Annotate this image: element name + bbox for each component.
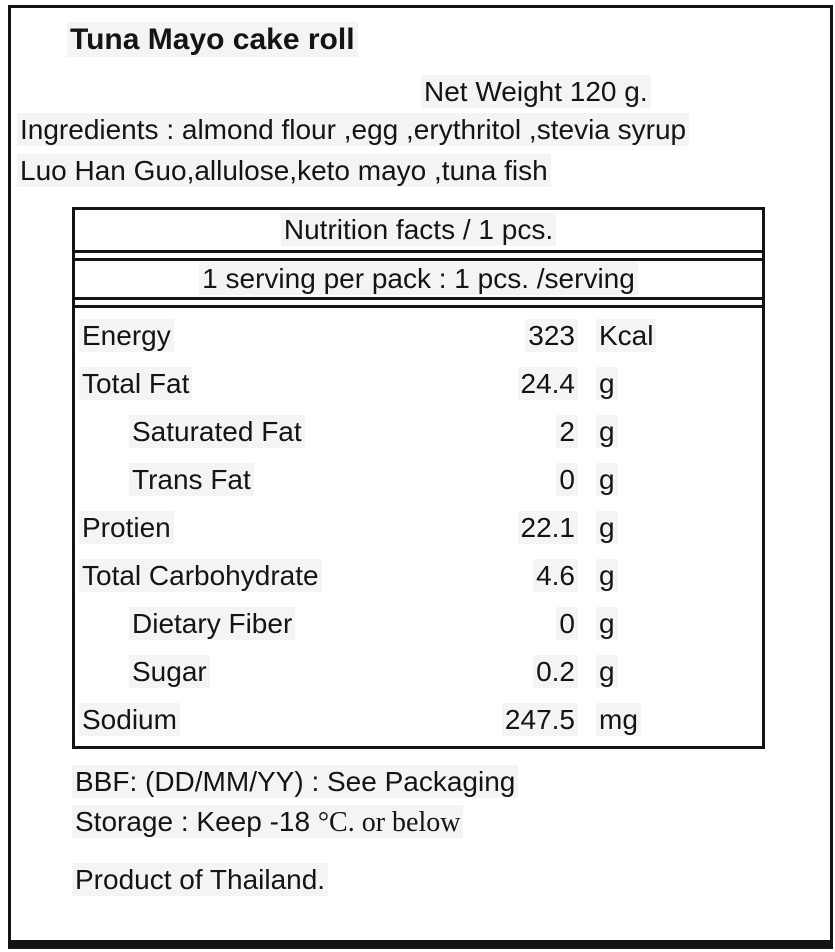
storage-prefix: Storage : Keep -18	[75, 806, 318, 837]
nutrition-table-subheader-text: 1 serving per pack : 1 pcs. /serving	[199, 262, 638, 295]
nutrition-row: Sugar 0.2 g	[75, 648, 762, 696]
nutrient-name: Trans Fat	[75, 463, 458, 496]
label-outer-border	[8, 5, 833, 949]
storage-line: Storage : Keep -18 °C. or below	[72, 804, 464, 841]
nutrient-value: 0	[458, 463, 578, 496]
ingredients-line-1: Ingredients : almond flour ,egg ,erythri…	[17, 112, 690, 148]
net-weight-text: Net Weight 120 g.	[421, 75, 651, 108]
nutrition-facts-table: Nutrition facts / 1 pcs. 1 serving per p…	[72, 207, 765, 749]
storage-suffix: °C. or below	[317, 807, 461, 838]
nutrition-row: Trans Fat 0 g	[75, 456, 762, 504]
nutrient-value: 24.4	[458, 367, 578, 400]
net-weight: Net Weight 120 g.	[421, 74, 651, 110]
nutrition-table-header-text: Nutrition facts / 1 pcs.	[280, 213, 557, 246]
nutrition-row: Dietary Fiber 0 g	[75, 600, 762, 648]
nutrition-table-header: Nutrition facts / 1 pcs.	[75, 210, 762, 253]
nutrition-row: Total Carbohydrate 4.6 g	[75, 552, 762, 600]
product-title-text: Tuna Mayo cake roll	[67, 22, 358, 57]
table-divider-gap	[75, 300, 762, 308]
nutrient-unit: g	[578, 559, 762, 592]
ingredients-line-2-text: Luo Han Guo,allulose,keto mayo ,tuna fis…	[17, 154, 551, 187]
nutrient-unit: g	[578, 367, 762, 400]
ingredients-line-2: Luo Han Guo,allulose,keto mayo ,tuna fis…	[17, 153, 551, 189]
nutrition-row: Energy 323 Kcal	[75, 312, 762, 360]
nutrient-name: Sodium	[75, 703, 458, 736]
nutrient-unit: g	[578, 655, 762, 688]
nutrient-unit: g	[578, 463, 762, 496]
nutrient-value: 2	[458, 415, 578, 448]
nutrient-value: 0.2	[458, 655, 578, 688]
nutrient-value: 0	[458, 607, 578, 640]
nutrient-name: Sugar	[75, 655, 458, 688]
nutrient-value: 4.6	[458, 559, 578, 592]
nutrient-name: Protien	[75, 511, 458, 544]
ingredients-line-1-text: Ingredients : almond flour ,egg ,erythri…	[17, 113, 690, 146]
nutrient-unit: Kcal	[578, 319, 762, 352]
origin-line: Product of Thailand.	[72, 862, 329, 898]
nutrient-unit: g	[578, 415, 762, 448]
nutrient-name: Saturated Fat	[75, 415, 458, 448]
nutrition-table-body: Energy 323 Kcal Total Fat 24.4 g Saturat…	[75, 308, 762, 746]
nutrition-row: Protien 22.1 g	[75, 504, 762, 552]
nutrient-unit: g	[578, 511, 762, 544]
nutrient-value: 323	[458, 319, 578, 352]
storage-text: Storage : Keep -18 °C. or below	[72, 805, 464, 838]
nutrient-name: Total Carbohydrate	[75, 559, 458, 592]
product-title: Tuna Mayo cake roll	[67, 22, 358, 58]
bbf-line: BBF: (DD/MM/YY) : See Packaging	[72, 764, 519, 800]
nutrient-name: Total Fat	[75, 367, 458, 400]
origin-text: Product of Thailand.	[72, 863, 329, 896]
table-divider-gap	[75, 253, 762, 261]
nutrient-name: Energy	[75, 319, 458, 352]
nutrient-unit: mg	[578, 703, 762, 736]
nutrition-table-subheader: 1 serving per pack : 1 pcs. /serving	[75, 261, 762, 300]
nutrient-value: 247.5	[458, 703, 578, 736]
nutrition-row: Saturated Fat 2 g	[75, 408, 762, 456]
nutrient-unit: g	[578, 607, 762, 640]
bbf-text: BBF: (DD/MM/YY) : See Packaging	[72, 765, 519, 798]
nutrient-value: 22.1	[458, 511, 578, 544]
nutrition-row: Sodium 247.5 mg	[75, 696, 762, 744]
nutrition-row: Total Fat 24.4 g	[75, 360, 762, 408]
nutrient-name: Dietary Fiber	[75, 607, 458, 640]
